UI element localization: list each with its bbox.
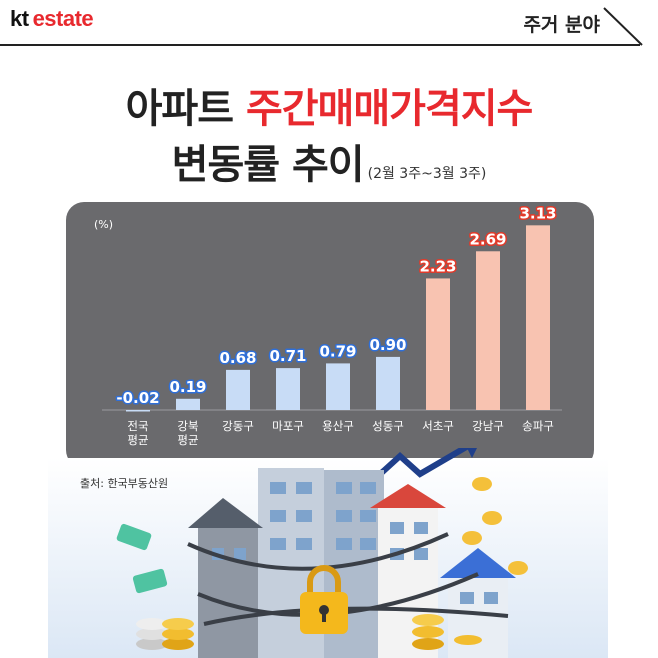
header-corner-line: [603, 7, 643, 46]
category-label: 마포구: [272, 419, 304, 433]
bar-value-label: 0.71: [269, 347, 306, 365]
page-title-line1: 아파트 주간매매가격지수: [0, 76, 658, 134]
chart-panel: (%) -0.02 전국 평균 0.19 강북 평균 0.68 강동구 0.71 마포구 0.79 용산…: [66, 202, 594, 468]
title-accent: 주간매매가격지수: [245, 86, 533, 132]
bar: [376, 356, 400, 410]
bar: [526, 225, 550, 410]
category-label: 송파구: [522, 419, 554, 433]
bar-value-label: 0.68: [219, 349, 256, 367]
bar-value-label: -0.02: [116, 389, 159, 407]
brand-logo: kt estate: [10, 6, 94, 32]
padlock-icon: [300, 565, 348, 634]
category-label: 평균: [177, 433, 198, 447]
bar-value-label: 2.69: [469, 230, 506, 248]
coin-stack-icon: [136, 614, 482, 650]
bar-value-label: 2.23: [419, 257, 456, 275]
bar-value-label: 3.13: [519, 204, 556, 222]
category-label: 강동구: [222, 419, 254, 433]
bar: [476, 251, 500, 410]
rising-arrow-icon: [375, 448, 477, 479]
banknote-icon: [116, 523, 168, 594]
title-line2-text: 변동률 추이: [171, 142, 365, 188]
title-prefix: 아파트: [125, 86, 246, 132]
category-label: 평균: [127, 433, 148, 447]
category-label: 서초구: [422, 419, 454, 433]
bar: [426, 278, 450, 410]
category-label: 주거 분야: [523, 14, 600, 36]
page-title-line2: 변동률 추이 (2월 3주~3월 3주): [0, 132, 658, 190]
bar: [276, 368, 300, 410]
category-label: 성동구: [372, 419, 404, 433]
bar: [226, 369, 250, 410]
bar-value-label: 0.19: [169, 378, 206, 396]
category-label: 강남구: [472, 419, 504, 433]
bar: [126, 410, 150, 412]
bar-value-label: 0.90: [369, 336, 406, 354]
category-label: 전국: [127, 419, 148, 433]
illustration: [48, 448, 608, 658]
floating-coins-icon: [462, 477, 528, 575]
category-label: 용산구: [322, 419, 354, 433]
header: kt estate 주거 분야: [0, 0, 658, 48]
brand-kt: kt: [10, 6, 29, 31]
bar-value-label: 0.79: [319, 342, 356, 360]
title-period: (2월 3주~3월 3주): [367, 166, 487, 182]
bar: [326, 363, 350, 410]
bar-chart: (%)-0.02전국평균0.19강북평균0.68강동구0.71마포구0.79용산…: [94, 203, 562, 447]
chart-unit-label: (%): [94, 218, 113, 231]
brand-estate: estate: [32, 6, 94, 31]
bar: [176, 398, 200, 410]
category-label: 강북: [177, 419, 198, 433]
source-note: 출처: 한국부동산원: [80, 477, 169, 490]
header-divider: [0, 44, 640, 46]
